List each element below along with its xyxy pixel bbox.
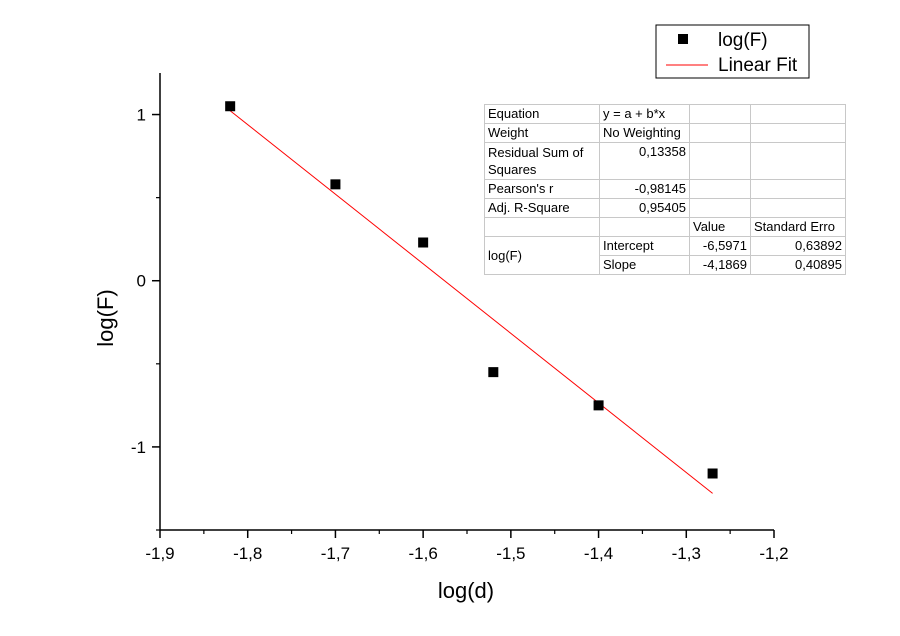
table-row: Pearson's r -0,98145 [484,179,846,199]
scatter-points [225,101,718,479]
equation-value: y = a + b*x [599,104,690,124]
empty-cell [689,198,751,218]
stderr-header: Standard Erro [750,217,846,237]
adj-r-square-value: 0,95405 [599,198,690,218]
x-tick-label: -1,7 [321,544,350,563]
empty-cell [750,198,846,218]
empty-cell [689,179,751,199]
table-row: Equation y = a + b*x [484,104,846,124]
y-tick-label: 1 [137,106,146,125]
rss-label: Residual Sum of Squares [484,142,600,180]
linear-fit-line [229,110,713,494]
data-point [225,101,236,112]
equation-label: Equation [484,104,600,124]
y-tick-label: -1 [131,438,146,457]
data-point [488,367,499,378]
empty-cell [750,123,846,143]
table-row: Value Standard Erro [484,217,846,237]
x-tick-label: -1,2 [759,544,788,563]
legend-marker-square [678,34,688,44]
empty-cell [689,123,751,143]
table-row: Residual Sum of Squares 0,13358 [484,142,846,180]
empty-cell [750,104,846,124]
data-point [593,400,604,411]
legend: log(F) Linear Fit [655,24,810,79]
adj-r-square-label: Adj. R-Square [484,198,600,218]
empty-cell [484,217,600,237]
x-tick-label: -1,4 [584,544,613,563]
table-row: Slope -4,1869 0,40895 [485,255,846,275]
x-tick-label: -1,6 [408,544,437,563]
weight-label: Weight [484,123,600,143]
weight-value: No Weighting [599,123,690,143]
x-axis-title: log(d) [438,578,494,603]
slope-value: -4,1869 [689,255,751,275]
data-point [707,468,718,479]
value-header: Value [689,217,751,237]
x-tick-label: -1,3 [672,544,701,563]
pearson-label: Pearson's r [484,179,600,199]
rss-value: 0,13358 [599,142,690,180]
legend-box [655,24,810,79]
y-axis-title: log(F) [93,289,118,346]
table-row: Adj. R-Square 0,95405 [484,198,846,218]
intercept-value: -6,5971 [689,236,751,256]
x-tick-label: -1,5 [496,544,525,563]
x-tick-label: -1,8 [233,544,262,563]
linear-fit-layer [229,110,713,494]
legend-label-linear-fit: Linear Fit [718,55,798,76]
pearson-value: -0,98145 [599,179,690,199]
slope-label: Slope [599,255,690,275]
empty-cell [750,179,846,199]
slope-stderr: 0,40895 [750,255,846,275]
y-tick-label: 0 [137,272,146,291]
empty-cell [689,104,751,124]
intercept-stderr: 0,63892 [750,236,846,256]
intercept-label: Intercept [599,236,690,256]
data-point [418,237,429,248]
table-row: log(F) Intercept -6,5971 0,63892 [484,236,846,275]
legend-label-logf: log(F) [718,30,768,51]
empty-cell [689,142,751,180]
x-tick-label: -1,9 [145,544,174,563]
empty-cell [599,217,690,237]
axes: -1,9 -1,8 -1,7 -1,6 -1,5 -1,4 -1,3 -1,2 -1 0 1 [131,73,789,563]
row-group-label: log(F) [484,236,600,275]
data-point [330,179,341,190]
fit-statistics-table: Equation y = a + b*x Weight No Weighting… [484,104,846,275]
table-row: Weight No Weighting [484,123,846,143]
empty-cell [750,142,846,180]
